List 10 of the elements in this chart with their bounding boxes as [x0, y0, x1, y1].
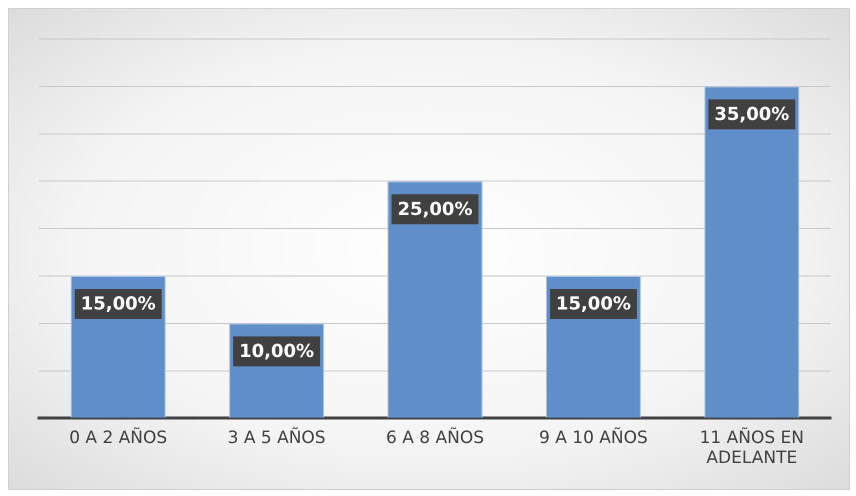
- x-tick-label: 0 A 2 AÑOS: [69, 426, 168, 448]
- data-label: 15,00%: [80, 294, 156, 315]
- data-label: 10,00%: [239, 341, 314, 362]
- data-label: 35,00%: [714, 104, 790, 126]
- data-label: 15,00%: [556, 294, 631, 315]
- x-tick-label: 9 A 10 AÑOS: [538, 426, 648, 448]
- x-tick-label: 6 A 8 AÑOS: [386, 426, 484, 448]
- x-tick-label: 3 A 5 AÑOS: [228, 426, 326, 448]
- x-tick-label: 11 AÑOS EN ADELANTE: [700, 426, 804, 468]
- data-label: 25,00%: [398, 198, 472, 220]
